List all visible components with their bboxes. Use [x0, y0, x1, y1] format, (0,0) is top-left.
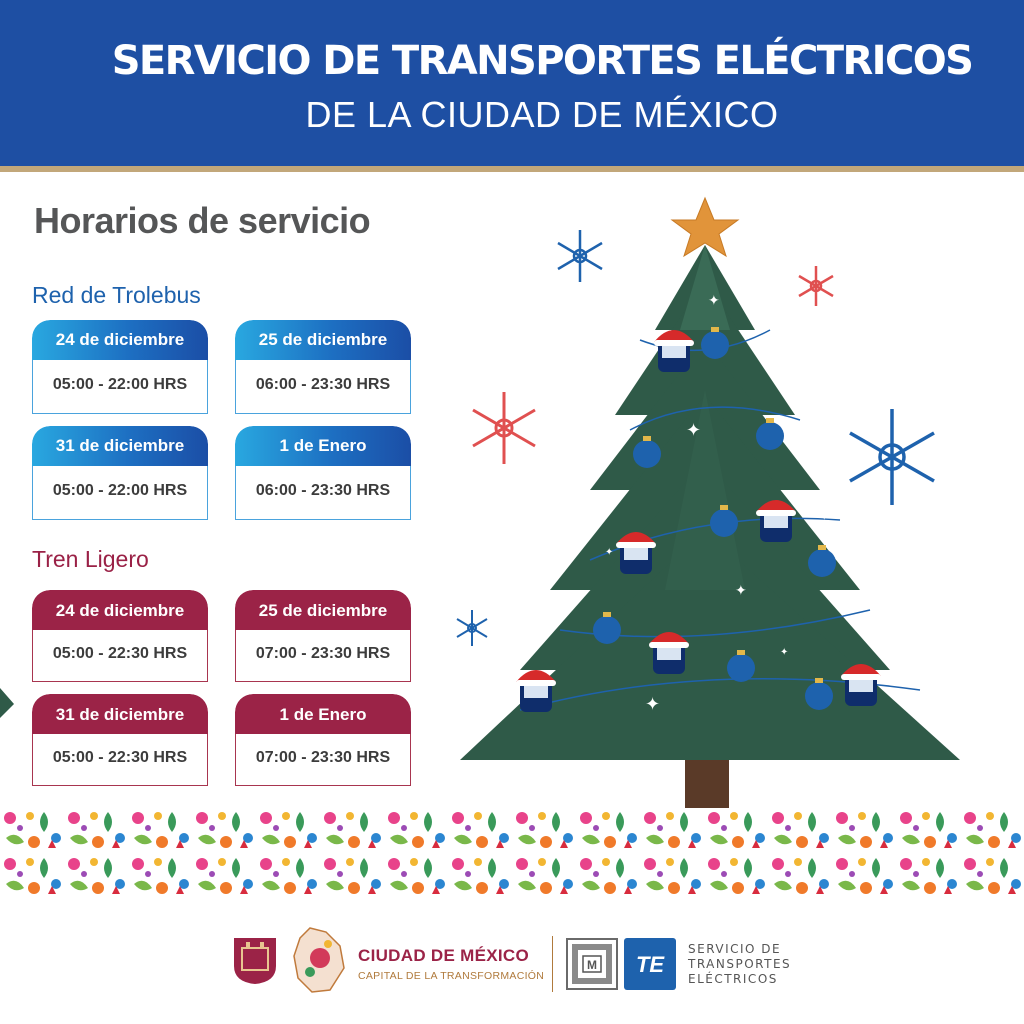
card-date: 25 de diciembre [235, 590, 411, 630]
card-hours: 06:00 - 23:30 HRS [235, 360, 411, 414]
cdmx-name: CIUDAD DE MÉXICO [358, 946, 530, 965]
trolebus-title: Red de Trolebus [32, 282, 201, 308]
card-date: 24 de diciembre [32, 590, 208, 630]
svg-text:✦: ✦ [820, 512, 828, 523]
ste-name-line: TRANSPORTES [688, 957, 792, 971]
trolleybus-icon [756, 500, 796, 542]
header-subtitle: DE LA CIUDAD DE MÉXICO [305, 94, 779, 135]
card-hours: 06:00 - 23:30 HRS [235, 466, 411, 520]
svg-text:✦: ✦ [735, 582, 747, 598]
card-date: 31 de diciembre [32, 426, 208, 466]
svg-text:✦: ✦ [686, 420, 701, 440]
card-hours: 07:00 - 23:30 HRS [235, 630, 411, 682]
cdmx-map-icon [293, 927, 345, 993]
footer-divider [552, 936, 553, 992]
tren-card-2: 25 de diciembre 07:00 - 23:30 HRS [235, 590, 411, 682]
header-stripe [0, 166, 1024, 172]
tren-ligero-title: Tren Ligero [32, 546, 149, 572]
trolebus-card-1: 24 de diciembre 05:00 - 22:00 HRS [32, 320, 208, 414]
ste-logo-icon: TE [624, 938, 676, 990]
tren-card-3: 31 de diciembre 05:00 - 22:30 HRS [32, 694, 208, 786]
metro-logo-icon: M [566, 938, 618, 990]
ste-name-line: SERVICIO DE [688, 942, 782, 956]
card-hours: 05:00 - 22:30 HRS [32, 734, 208, 786]
tren-card-4: 1 de Enero 07:00 - 23:30 HRS [235, 694, 411, 786]
ste-name-line: ELÉCTRICOS [688, 972, 778, 986]
card-date: 24 de diciembre [32, 320, 208, 360]
ste-logo-text: TE [636, 952, 665, 977]
trolleybus-icon [516, 670, 556, 712]
svg-text:✦: ✦ [645, 694, 660, 714]
trolebus-card-3: 31 de diciembre 05:00 - 22:00 HRS [32, 426, 208, 520]
card-date: 1 de Enero [235, 426, 411, 466]
snowflake-icon [849, 409, 935, 505]
card-hours: 05:00 - 22:30 HRS [32, 630, 208, 682]
trolebus-card-4: 1 de Enero 06:00 - 23:30 HRS [235, 426, 411, 520]
floral-border [0, 808, 1024, 900]
snowflake-icon [798, 266, 834, 306]
trolleybus-icon [616, 532, 656, 574]
card-date: 25 de diciembre [235, 320, 411, 360]
header-title: SERVICIO DE TRANSPORTES ELÉCTRICOS [111, 38, 974, 84]
trolebus-card-2: 25 de diciembre 06:00 - 23:30 HRS [235, 320, 411, 414]
snowflake-icon [557, 230, 603, 282]
cdmx-shield-icon [234, 938, 276, 984]
card-date: 31 de diciembre [32, 694, 208, 734]
svg-text:✦: ✦ [780, 647, 788, 658]
snowflake-icon [456, 610, 488, 646]
trolleybus-icon [654, 330, 694, 372]
card-hours: 05:00 - 22:00 HRS [32, 360, 208, 414]
svg-text:✦: ✦ [708, 292, 720, 308]
metro-logo-text: M [587, 958, 597, 972]
snowflake-icon [472, 392, 536, 464]
svg-text:✦: ✦ [605, 547, 613, 558]
cdmx-tagline: CAPITAL DE LA TRANSFORMACIÓN [358, 970, 545, 982]
header-banner [0, 0, 1024, 168]
card-hours: 05:00 - 22:00 HRS [32, 466, 208, 520]
section-title: Horarios de servicio [34, 200, 371, 241]
card-hours: 07:00 - 23:30 HRS [235, 734, 411, 786]
tree-edge-icon [0, 688, 14, 718]
christmas-tree-icon: ✦ ✦ ✦ ✦ ✦ ✦ ✦ [460, 196, 960, 820]
trolleybus-icon [649, 632, 689, 674]
card-date: 1 de Enero [235, 694, 411, 734]
trolleybus-icon [841, 664, 881, 706]
tren-card-1: 24 de diciembre 05:00 - 22:30 HRS [32, 590, 208, 682]
